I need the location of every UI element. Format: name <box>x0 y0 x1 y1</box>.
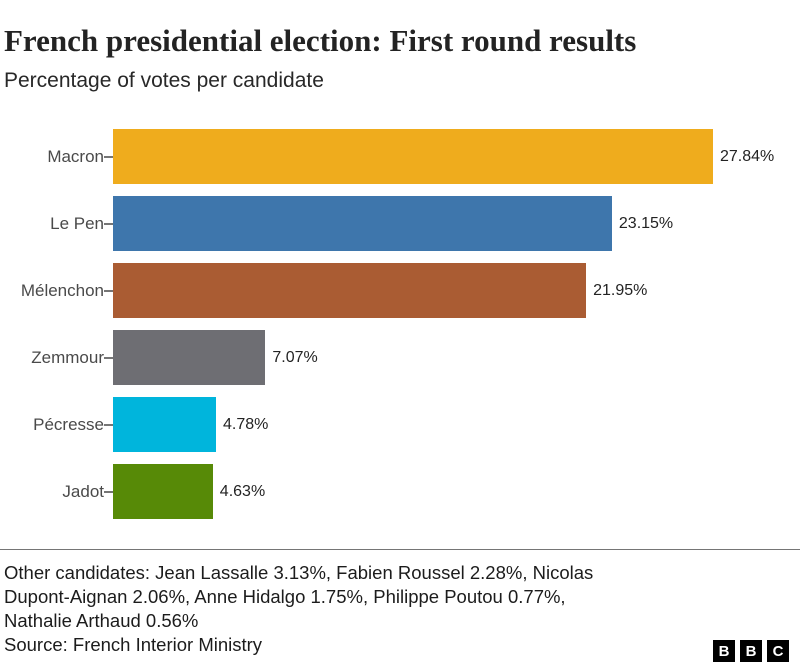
bbc-logo: B B C <box>713 640 789 662</box>
footer-divider <box>0 549 800 551</box>
value-label: 7.07% <box>272 348 318 366</box>
chart-subtitle: Percentage of votes per candidate <box>4 69 324 93</box>
axis-tick <box>104 423 113 426</box>
bar-row: Jadot 4.63% <box>4 464 796 520</box>
bbc-logo-letter: C <box>767 640 789 662</box>
axis-tick <box>104 222 113 225</box>
bar-row: Mélenchon 21.95% <box>4 263 796 319</box>
bar <box>113 330 266 386</box>
axis-tick <box>104 490 113 493</box>
bar <box>113 196 612 252</box>
other-candidates-line: Dupont-Aignan 2.06%, Anne Hidalgo 1.75%,… <box>4 586 566 608</box>
bar <box>113 263 587 319</box>
axis-tick <box>104 289 113 292</box>
category-label: Le Pen <box>50 213 104 233</box>
bar-row: Zemmour 7.07% <box>4 330 796 386</box>
bar-row: Pécresse 4.78% <box>4 397 796 453</box>
other-candidates-line: Nathalie Arthaud 0.56% <box>4 610 199 632</box>
footer: Other candidates: Jean Lassalle 3.13%, F… <box>4 561 796 657</box>
category-label: Zemmour <box>31 347 104 367</box>
bbc-logo-letter: B <box>740 640 762 662</box>
value-label: 21.95% <box>593 281 648 299</box>
bar <box>113 397 216 453</box>
value-label: 23.15% <box>618 214 674 232</box>
bar <box>113 464 213 520</box>
bar-row: Le Pen 23.15% <box>4 196 796 252</box>
category-label: Jadot <box>62 481 104 501</box>
bar-row: Macron 27.84% <box>4 129 796 185</box>
category-label: Mélenchon <box>20 280 104 300</box>
category-label: Pécresse <box>33 414 104 434</box>
chart-title: French presidential election: First roun… <box>4 23 637 58</box>
category-label: Macron <box>47 146 104 166</box>
value-label: 4.78% <box>223 415 269 433</box>
axis-tick <box>104 155 113 158</box>
source-attribution: Source: French Interior Ministry <box>4 634 263 656</box>
value-label: 4.63% <box>219 482 266 500</box>
value-label: 27.84% <box>720 147 775 165</box>
bbc-logo-letter: B <box>713 640 735 662</box>
bar-chart: Macron 27.84% Le Pen 23.15% Mélenchon 21.95% Z… <box>4 129 796 520</box>
other-candidates-line: Other candidates: Jean Lassalle 3.13%, F… <box>4 562 594 584</box>
bar <box>113 129 713 185</box>
axis-tick <box>104 356 113 359</box>
